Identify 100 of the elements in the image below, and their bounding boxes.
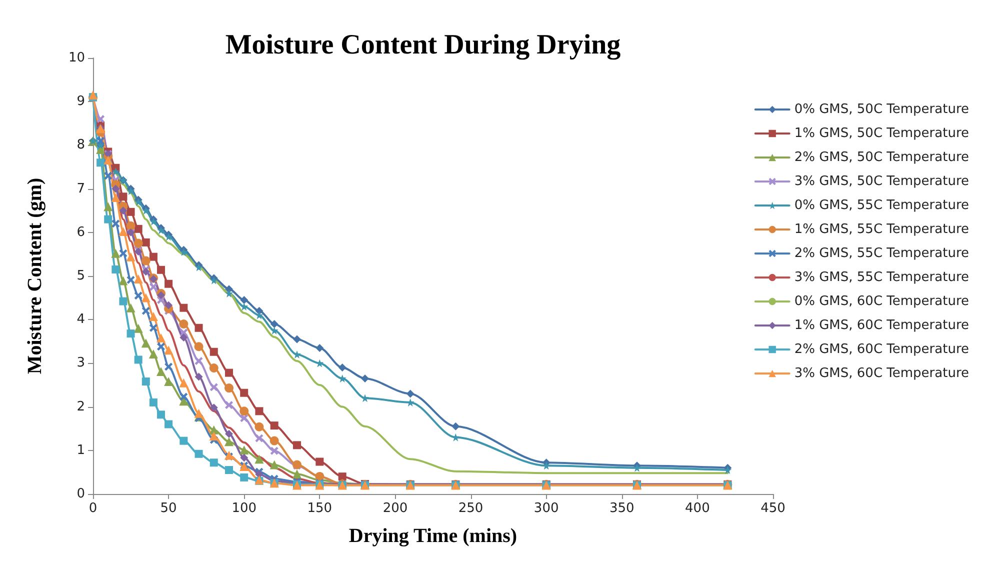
point (111, 193, 120, 202)
point (157, 410, 165, 419)
point (194, 372, 203, 381)
x-tick-label: 350 (609, 501, 634, 516)
point (104, 202, 113, 212)
x-tick-label: 400 (685, 501, 710, 516)
point (210, 348, 218, 356)
legend-label: 1% GMS, 50C Temperature (794, 126, 970, 141)
point (209, 364, 218, 372)
point (134, 274, 143, 284)
point (270, 326, 278, 334)
legend-label: 2% GMS, 50C Temperature (794, 150, 970, 165)
point (180, 436, 188, 445)
point (156, 333, 166, 342)
point (142, 268, 150, 276)
point (179, 378, 188, 388)
point (240, 445, 249, 454)
point (164, 346, 174, 355)
point (126, 303, 136, 312)
point (225, 289, 233, 298)
point (157, 342, 165, 351)
x-tick-label: 0 (88, 501, 98, 516)
point (119, 249, 128, 258)
point (96, 158, 105, 167)
point (194, 450, 203, 458)
point (194, 342, 204, 352)
x-tick-label: 450 (760, 501, 786, 516)
y-tick-label: 6 (76, 224, 85, 240)
point (338, 472, 346, 481)
point (134, 356, 142, 364)
point (149, 324, 158, 332)
point (361, 374, 369, 382)
point (255, 434, 264, 442)
point (224, 384, 234, 393)
point (270, 446, 278, 455)
legend-label: 2% GMS, 60C Temperature (794, 342, 970, 357)
y-tick-label: 10 (68, 50, 85, 66)
point (104, 172, 112, 180)
point (316, 344, 324, 352)
point (240, 302, 248, 311)
point (406, 390, 414, 398)
y-tick-label: 1 (76, 442, 85, 458)
point (180, 328, 188, 337)
point (270, 436, 279, 446)
point (240, 388, 248, 397)
point (104, 215, 112, 224)
legend-label: 0% GMS, 55C Temperature (794, 198, 970, 213)
point (141, 293, 150, 302)
point (209, 432, 218, 441)
point (240, 296, 248, 304)
y-tick-label: 5 (76, 268, 85, 284)
point (254, 422, 264, 432)
point (270, 320, 278, 328)
point (180, 248, 188, 256)
point (149, 252, 158, 261)
y-tick-label: 4 (76, 312, 85, 328)
point (104, 156, 113, 165)
point (240, 473, 248, 482)
point (134, 238, 143, 248)
point (141, 256, 150, 266)
y-tick-label: 2 (76, 399, 85, 414)
x-tick-label: 100 (232, 501, 257, 516)
legend-label: 1% GMS, 60C Temperature (794, 318, 970, 333)
point (111, 248, 120, 258)
point (164, 420, 173, 428)
point (96, 136, 105, 145)
point (316, 458, 324, 466)
point (119, 297, 128, 306)
point (180, 304, 188, 312)
point (148, 312, 158, 322)
point (210, 383, 218, 392)
y-axis-title: Moisture Content (gm) (24, 178, 46, 374)
point (119, 192, 128, 201)
point (225, 368, 233, 377)
point (293, 335, 301, 344)
point (194, 408, 204, 418)
legend-label: 0% GMS, 50C Temperature (794, 102, 970, 117)
point (126, 208, 135, 216)
y-tick-label: 0 (76, 486, 85, 502)
y-tick-label: 9 (76, 94, 85, 110)
point (142, 238, 150, 246)
point (164, 301, 173, 310)
point (225, 430, 233, 438)
point (118, 276, 128, 286)
point (149, 282, 158, 291)
point (149, 218, 158, 226)
point (126, 228, 135, 236)
point (254, 454, 264, 464)
point (361, 394, 369, 402)
point (148, 350, 158, 359)
point (240, 406, 249, 416)
point (156, 366, 166, 376)
point (225, 466, 233, 474)
point (126, 276, 135, 284)
point (157, 266, 165, 274)
point (210, 458, 218, 467)
point (255, 407, 264, 416)
point (406, 398, 414, 406)
point (157, 291, 165, 300)
point (240, 414, 248, 422)
